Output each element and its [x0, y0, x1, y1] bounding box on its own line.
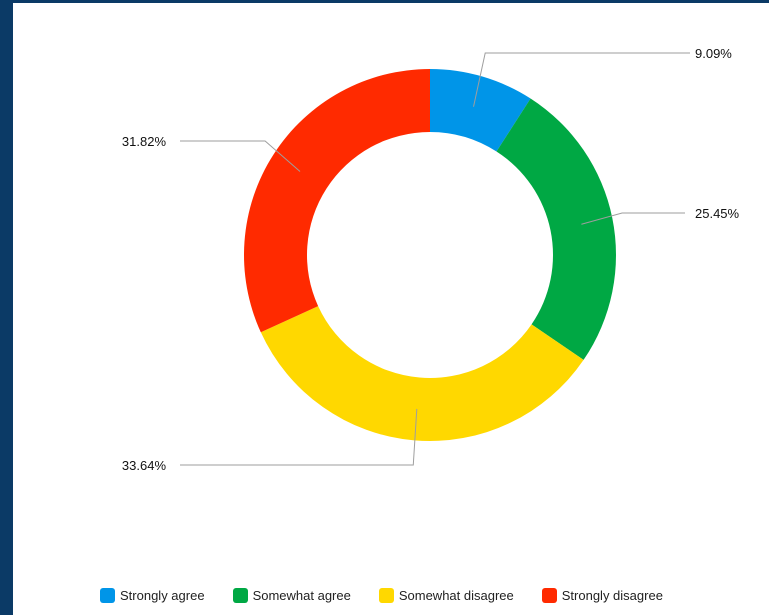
legend-swatch — [100, 587, 115, 603]
legend-item-somewhat-disagree[interactable]: Somewhat disagree — [378, 587, 514, 603]
legend-swatch — [541, 587, 557, 603]
legend-label: Strongly disagree — [561, 587, 663, 603]
donut-slice-somewhat-disagree[interactable] — [260, 306, 584, 441]
donut-slice-strongly-agree[interactable] — [430, 69, 531, 152]
chart-legend: Strongly agree Somewhat agree Somewhat d… — [100, 583, 740, 607]
leader-line — [180, 408, 418, 466]
legend-item-strongly-disagree[interactable]: Strongly disagree — [541, 587, 663, 603]
leader-line — [581, 212, 685, 225]
data-label: 31.82% — [122, 134, 167, 149]
data-label: 33.64% — [122, 458, 167, 473]
leader-line — [473, 52, 690, 107]
legend-swatch — [232, 587, 248, 603]
legend-label: Strongly agree — [120, 587, 205, 603]
donut-slice-strongly-disagree[interactable] — [243, 69, 430, 333]
data-label: 25.45% — [695, 206, 740, 221]
data-label: 9.09% — [695, 46, 732, 61]
legend-swatch — [378, 587, 394, 603]
leader-line — [180, 140, 301, 172]
legend-item-somewhat-agree[interactable]: Somewhat agree — [232, 587, 351, 603]
donut-slice-somewhat-agree[interactable] — [496, 98, 616, 360]
legend-label: Somewhat disagree — [398, 587, 514, 603]
legend-label: Somewhat agree — [252, 587, 351, 603]
legend-item-strongly-agree[interactable]: Strongly agree — [100, 587, 205, 603]
